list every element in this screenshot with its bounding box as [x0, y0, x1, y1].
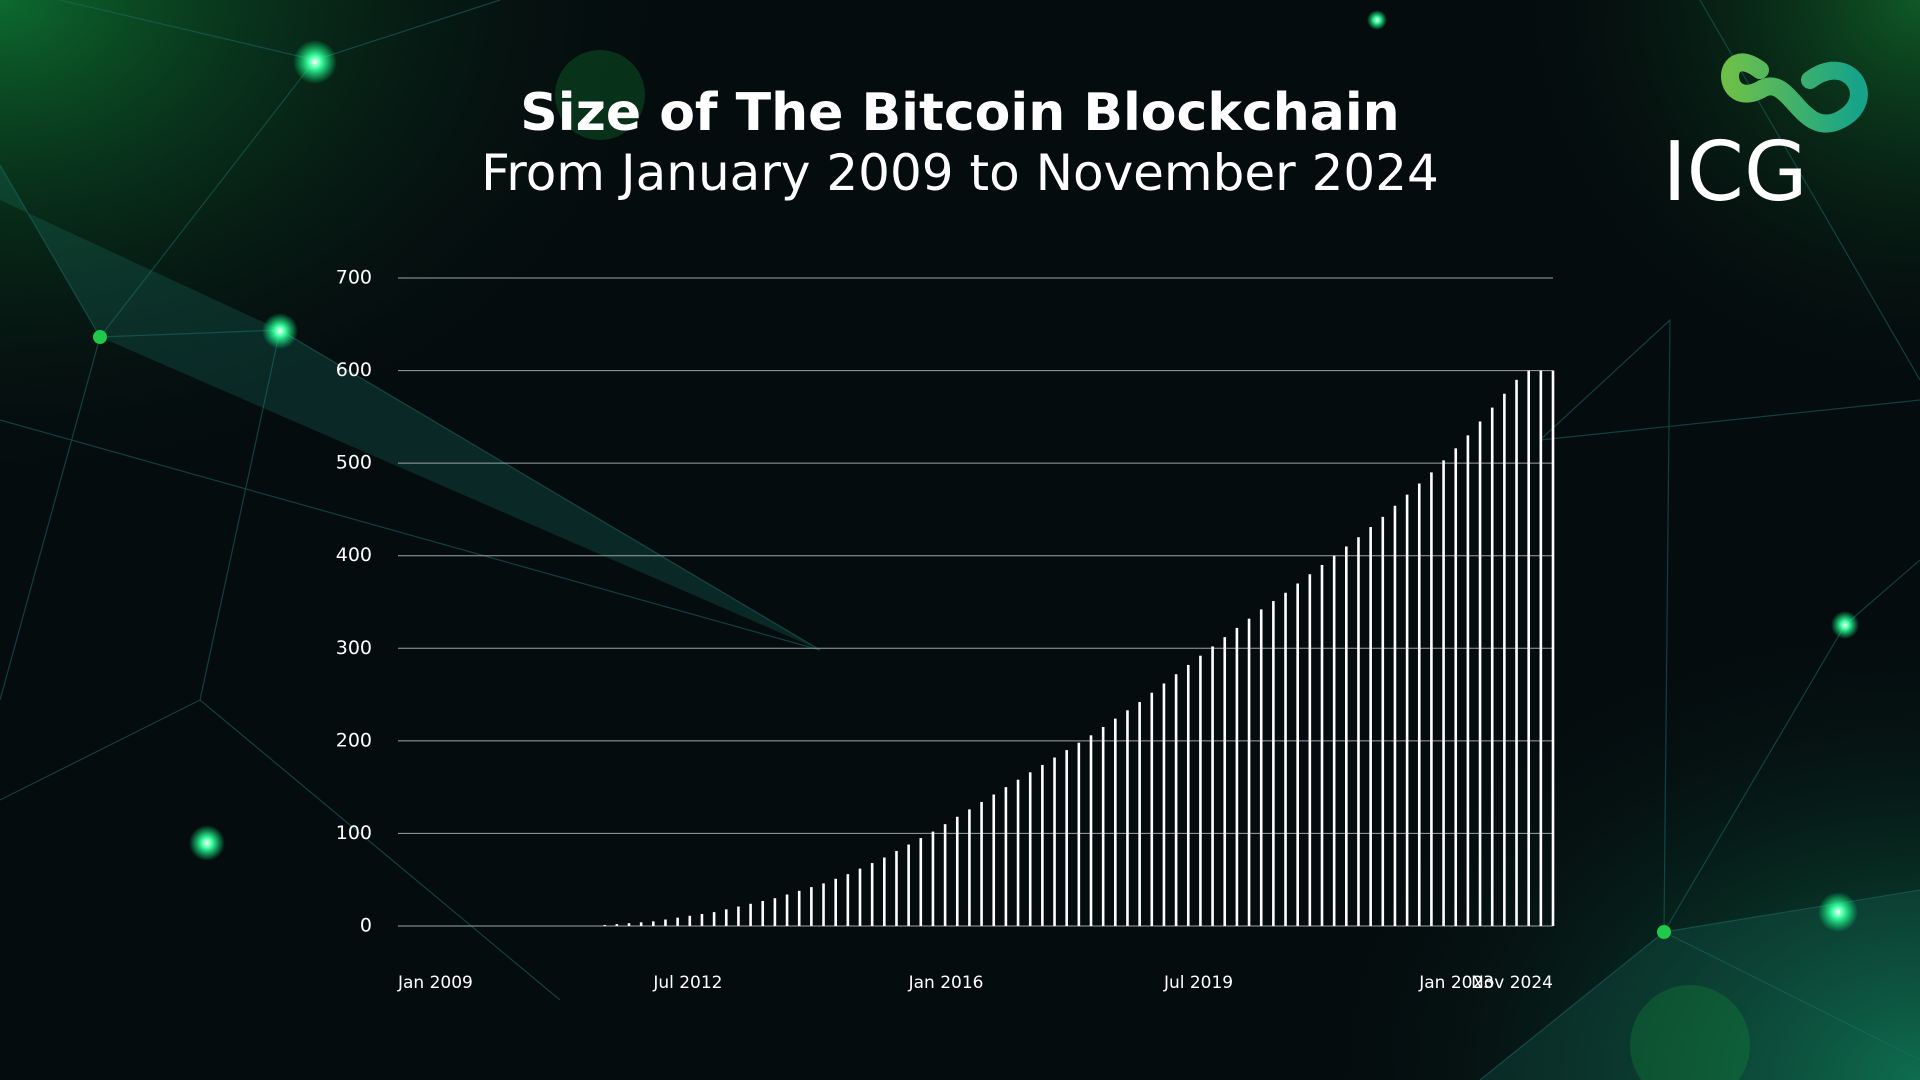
bar: [1539, 370, 1543, 927]
bar: [700, 913, 704, 926]
bar: [1247, 618, 1251, 926]
bar: [652, 921, 655, 926]
bar: [919, 838, 923, 926]
bar: [1126, 710, 1129, 926]
bar: [1296, 583, 1299, 926]
bar: [1442, 460, 1445, 926]
bar: [1551, 370, 1555, 927]
bar: [749, 903, 752, 926]
y-tick-label: 400: [336, 544, 372, 566]
bar: [1284, 592, 1287, 926]
bar: [1478, 421, 1482, 926]
bar: [1332, 555, 1336, 926]
bar: [1369, 527, 1372, 926]
bar: [1345, 546, 1348, 926]
bar: [1053, 757, 1056, 926]
bar: [1381, 516, 1385, 926]
bar: [1527, 370, 1530, 927]
bar: [822, 883, 825, 926]
bar: [615, 924, 619, 926]
bar: [1199, 655, 1202, 926]
bar: [1016, 779, 1020, 926]
chart-subtitle: From January 2009 to November 2024: [481, 144, 1439, 202]
y-tick-label: 700: [336, 267, 372, 289]
y-tick-label: 500: [336, 452, 372, 474]
bar: [883, 857, 886, 926]
bar: [858, 868, 862, 926]
bar: [1101, 726, 1105, 926]
y-tick-label: 600: [336, 359, 372, 381]
bar: [797, 890, 801, 926]
bar: [1515, 379, 1518, 926]
bar: [761, 901, 765, 926]
bar: [712, 912, 716, 926]
chart-title: Size of The Bitcoin Blockchain: [520, 83, 1399, 143]
x-tick-label: Nov 2024: [1471, 973, 1553, 993]
bar: [895, 851, 898, 926]
bar: [1065, 750, 1068, 926]
bar: [1174, 674, 1178, 926]
bar: [1430, 472, 1433, 926]
bar: [1041, 764, 1044, 926]
bar: [676, 917, 679, 926]
bar: [1405, 494, 1409, 926]
bar: [1357, 537, 1360, 926]
bar: [1089, 735, 1093, 926]
bar: [1320, 564, 1324, 926]
x-tick-label: Jan 2016: [908, 973, 984, 993]
bar: [1162, 683, 1166, 926]
bar: [1186, 664, 1190, 926]
bar: [955, 816, 959, 926]
bar: [846, 874, 850, 926]
x-tick-label: Jul 2012: [652, 973, 722, 993]
x-tick-label: Jul 2019: [1163, 973, 1233, 993]
bar: [639, 922, 643, 926]
bar: [785, 894, 789, 926]
bar: [834, 878, 837, 926]
x-tick-label: Jan 2023: [1418, 973, 1494, 993]
y-tick-label: 0: [360, 915, 372, 937]
bar: [870, 863, 874, 926]
bar: [773, 898, 777, 926]
bar: [1077, 742, 1081, 926]
bar: [724, 909, 728, 926]
x-tick-label: Jan 2009: [397, 973, 473, 993]
bar: [980, 801, 983, 926]
y-tick-label: 100: [336, 822, 372, 844]
y-tick-label: 300: [336, 637, 372, 659]
bar: [1138, 701, 1141, 926]
bar: [992, 794, 996, 926]
bar: [1150, 692, 1154, 926]
bar: [1490, 407, 1494, 927]
bar: [688, 915, 692, 926]
bar: [1503, 393, 1506, 926]
bar: [810, 887, 813, 926]
bar: [931, 831, 935, 926]
bar: [1393, 505, 1397, 926]
y-tick-label: 200: [336, 729, 372, 751]
bar: [1272, 601, 1275, 926]
bar: [737, 906, 740, 926]
bar: [968, 809, 971, 926]
bar: [1466, 435, 1470, 926]
bar: [907, 844, 910, 926]
bar: [1028, 772, 1032, 926]
bar: [943, 824, 947, 926]
bar: [1211, 646, 1214, 926]
bar: [1223, 637, 1227, 926]
bar: [1114, 718, 1117, 926]
bar: [1235, 627, 1239, 926]
bar: [1004, 787, 1008, 926]
bar: [1259, 609, 1263, 926]
bar: [603, 925, 606, 926]
bar: [1417, 483, 1421, 926]
logo: ICG: [1663, 53, 1868, 220]
bar: [1454, 448, 1458, 926]
logo-text: ICG: [1663, 125, 1808, 220]
bar: [627, 923, 631, 926]
bar: [1308, 574, 1312, 926]
bar: [664, 919, 667, 926]
